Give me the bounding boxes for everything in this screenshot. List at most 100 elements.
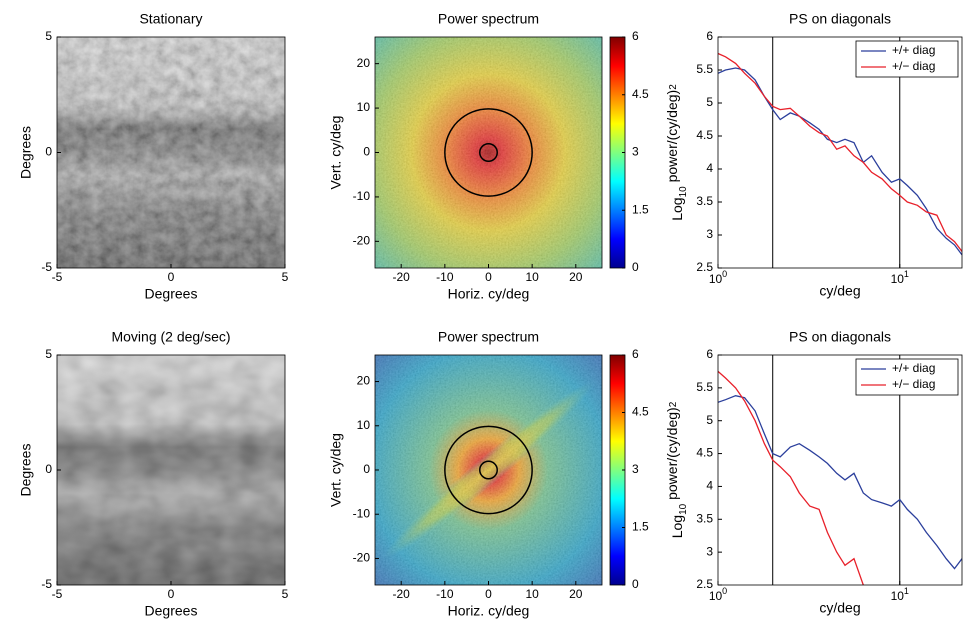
y-tick-label: 5 bbox=[706, 95, 713, 109]
x-tick-label: -20 bbox=[393, 587, 411, 601]
x-axis-label: Horiz. cy/deg bbox=[448, 286, 530, 302]
y-tick-label: 4.5 bbox=[696, 128, 713, 142]
y-tick-label: 0 bbox=[45, 145, 52, 159]
ring bbox=[479, 143, 498, 162]
legend-label: +/− diag bbox=[892, 377, 935, 391]
y-axis-label: Vert. cy/deg bbox=[328, 116, 344, 190]
x-tick-label: 10 bbox=[525, 587, 539, 601]
x-tick-label: -10 bbox=[436, 270, 454, 284]
y-axis-label: Vert. cy/deg bbox=[328, 433, 344, 507]
colorbar-tick-label: 4.5 bbox=[632, 405, 649, 419]
plot-area bbox=[57, 355, 285, 585]
y-tick-label: 10 bbox=[357, 100, 371, 114]
ring bbox=[479, 460, 498, 480]
y-tick-label: -20 bbox=[353, 551, 371, 565]
y-tick-label: 3 bbox=[706, 544, 713, 558]
tick-base: 10 bbox=[891, 589, 905, 603]
y-tick-label: 4 bbox=[706, 479, 713, 493]
x-tick-label: 0 bbox=[168, 270, 175, 284]
x-tick-label: -10 bbox=[436, 587, 454, 601]
y-label-part: power/(cy/deg) bbox=[664, 90, 680, 186]
photo-texture bbox=[57, 355, 285, 585]
y-label-part: 10 bbox=[678, 186, 689, 198]
y-tick-label: 2.5 bbox=[696, 577, 713, 591]
series-line bbox=[718, 67, 962, 256]
y-tick-label: 3.5 bbox=[696, 194, 713, 208]
y-tick-label: 6 bbox=[706, 347, 713, 361]
x-tick-label: 20 bbox=[569, 270, 583, 284]
y-tick-label: 0 bbox=[363, 145, 370, 159]
tick-base: 10 bbox=[709, 272, 723, 286]
chart-title: Stationary bbox=[139, 11, 202, 27]
legend-label: +/+ diag bbox=[892, 43, 935, 57]
chart-title: PS on diagonals bbox=[789, 11, 891, 27]
y-axis-label: Degrees bbox=[18, 126, 34, 179]
y-tick-label: 5 bbox=[45, 347, 52, 361]
legend-label: +/+ diag bbox=[892, 361, 935, 375]
plot-area bbox=[375, 37, 602, 268]
y-tick-label: 20 bbox=[357, 56, 371, 70]
y-tick-label: 10 bbox=[357, 418, 371, 432]
ring bbox=[444, 108, 533, 197]
colorbar-tick-label: 1.5 bbox=[632, 202, 649, 216]
colorbar-tick-label: 4.5 bbox=[632, 87, 649, 101]
tick-exponent: 1 bbox=[904, 586, 909, 596]
y-tick-label: -10 bbox=[353, 189, 371, 203]
y-label-part: Log bbox=[669, 515, 685, 538]
y-tick-label: 0 bbox=[45, 462, 52, 476]
x-axis-label: Horiz. cy/deg bbox=[448, 603, 530, 619]
y-tick-label: 5 bbox=[45, 29, 52, 43]
plot-area bbox=[57, 37, 285, 268]
ring bbox=[444, 425, 533, 515]
y-tick-label: 5 bbox=[706, 413, 713, 427]
chart-title: Power spectrum bbox=[438, 11, 539, 27]
y-label-part: 2 bbox=[668, 401, 679, 407]
y-tick-label: -5 bbox=[41, 577, 52, 591]
colorbar-tick-label: 0 bbox=[632, 260, 639, 274]
legend bbox=[855, 40, 959, 78]
x-tick-label: 100 bbox=[709, 586, 727, 603]
y-tick-label: 20 bbox=[357, 374, 371, 388]
spectrum-noise bbox=[375, 37, 602, 268]
legend bbox=[855, 358, 959, 396]
y-tick-label: 5.5 bbox=[696, 380, 713, 394]
axes-frame bbox=[717, 36, 963, 269]
chart-title: Moving (2 deg/sec) bbox=[111, 329, 230, 345]
x-tick-label: 101 bbox=[891, 269, 909, 286]
x-axis-label: Degrees bbox=[145, 286, 198, 302]
plot-area bbox=[375, 355, 602, 585]
y-tick-label: -5 bbox=[41, 260, 52, 274]
y-axis-label: Degrees bbox=[18, 444, 34, 497]
legend-label: +/− diag bbox=[892, 59, 935, 73]
y-tick-label: 6 bbox=[706, 29, 713, 43]
chart-title: PS on diagonals bbox=[789, 329, 891, 345]
chart-title: Power spectrum bbox=[438, 329, 539, 345]
colorbar-tick-label: 1.5 bbox=[632, 520, 649, 534]
y-tick-label: 4.5 bbox=[696, 446, 713, 460]
y-tick-label: 3 bbox=[706, 227, 713, 241]
tick-base: 10 bbox=[891, 272, 905, 286]
x-axis-label: cy/deg bbox=[819, 283, 860, 299]
x-tick-label: 5 bbox=[282, 587, 289, 601]
y-tick-label: 4 bbox=[706, 161, 713, 175]
tick-exponent: 1 bbox=[904, 269, 909, 279]
tick-exponent: 0 bbox=[722, 269, 727, 279]
x-tick-label: -20 bbox=[393, 270, 411, 284]
colorbar-tick-label: 6 bbox=[632, 347, 639, 361]
y-label-part: 10 bbox=[678, 503, 689, 515]
y-tick-label: -20 bbox=[353, 234, 371, 248]
spectrum-noise bbox=[375, 355, 602, 585]
x-axis-label: cy/deg bbox=[819, 600, 860, 616]
y-label-part: 2 bbox=[668, 84, 679, 90]
series-line bbox=[718, 370, 864, 585]
y-axis-label: Log10 power/(cy/deg)2 bbox=[664, 84, 689, 221]
series-line bbox=[718, 52, 962, 252]
photo-texture bbox=[57, 37, 285, 268]
axes-frame bbox=[717, 354, 963, 586]
x-tick-label: 0 bbox=[168, 587, 175, 601]
y-label-part: power/(cy/deg) bbox=[664, 407, 680, 503]
x-tick-label: 10 bbox=[525, 270, 539, 284]
x-tick-label: -5 bbox=[52, 587, 63, 601]
y-tick-label: 0 bbox=[363, 462, 370, 476]
